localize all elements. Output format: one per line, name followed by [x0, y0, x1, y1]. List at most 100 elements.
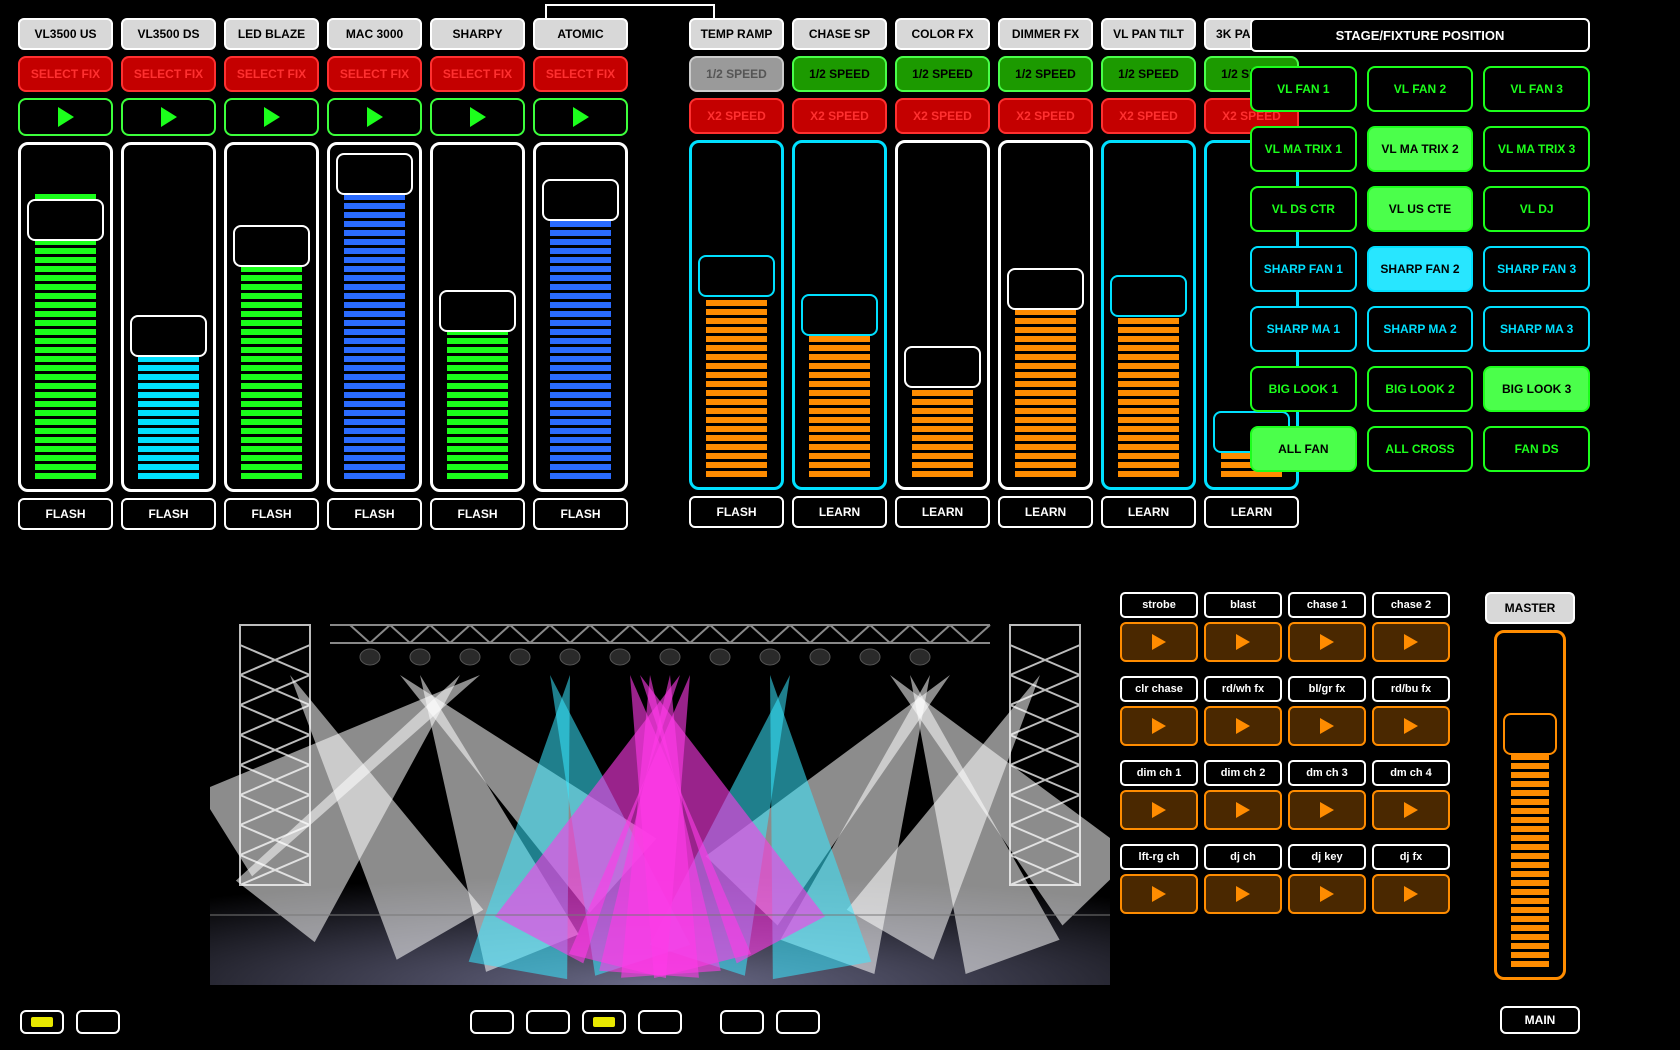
stage-button[interactable]: VL MA TRIX 3: [1483, 126, 1590, 172]
fader[interactable]: [1101, 140, 1196, 490]
flash-button[interactable]: LEARN: [1204, 496, 1299, 528]
cue-label[interactable]: dm ch 4: [1372, 760, 1450, 786]
x2-speed-button[interactable]: X2 SPEED: [895, 98, 990, 134]
strip-label[interactable]: CHASE SP: [792, 18, 887, 50]
stage-button[interactable]: BIG LOOK 1: [1250, 366, 1357, 412]
strip-label[interactable]: DIMMER FX: [998, 18, 1093, 50]
cue-label[interactable]: chase 1: [1288, 592, 1366, 618]
cue-play-button[interactable]: [1204, 874, 1282, 914]
x2-speed-button[interactable]: X2 SPEED: [689, 98, 784, 134]
cue-play-button[interactable]: [1120, 706, 1198, 746]
indicator[interactable]: [720, 1010, 764, 1034]
cue-play-button[interactable]: [1372, 706, 1450, 746]
flash-button[interactable]: FLASH: [18, 498, 113, 530]
cue-label[interactable]: rd/wh fx: [1204, 676, 1282, 702]
indicator[interactable]: [638, 1010, 682, 1034]
fader[interactable]: [689, 140, 784, 490]
strip-label[interactable]: VL3500 US: [18, 18, 113, 50]
main-button[interactable]: MAIN: [1500, 1006, 1580, 1034]
stage-button[interactable]: VL FAN 3: [1483, 66, 1590, 112]
cue-play-button[interactable]: [1120, 790, 1198, 830]
select-fix-button[interactable]: SELECT FIX: [224, 56, 319, 92]
fader[interactable]: [895, 140, 990, 490]
flash-button[interactable]: LEARN: [792, 496, 887, 528]
cue-play-button[interactable]: [1288, 622, 1366, 662]
play-button[interactable]: [430, 98, 525, 136]
indicator[interactable]: [470, 1010, 514, 1034]
cue-play-button[interactable]: [1120, 874, 1198, 914]
fader[interactable]: [121, 142, 216, 492]
fader[interactable]: [430, 142, 525, 492]
select-fix-button[interactable]: SELECT FIX: [430, 56, 525, 92]
half-speed-button[interactable]: 1/2 SPEED: [792, 56, 887, 92]
stage-button[interactable]: FAN DS: [1483, 426, 1590, 472]
half-speed-button[interactable]: 1/2 SPEED: [1101, 56, 1196, 92]
stage-button[interactable]: ALL FAN: [1250, 426, 1357, 472]
cue-label[interactable]: chase 2: [1372, 592, 1450, 618]
play-button[interactable]: [327, 98, 422, 136]
strip-label[interactable]: ATOMIC: [533, 18, 628, 50]
play-button[interactable]: [533, 98, 628, 136]
cue-label[interactable]: rd/bu fx: [1372, 676, 1450, 702]
x2-speed-button[interactable]: X2 SPEED: [1101, 98, 1196, 134]
stage-button[interactable]: SHARP FAN 1: [1250, 246, 1357, 292]
flash-button[interactable]: FLASH: [224, 498, 319, 530]
cue-label[interactable]: dj key: [1288, 844, 1366, 870]
flash-button[interactable]: FLASH: [121, 498, 216, 530]
fader[interactable]: [327, 142, 422, 492]
play-button[interactable]: [224, 98, 319, 136]
stage-button[interactable]: VL DJ: [1483, 186, 1590, 232]
stage-button[interactable]: BIG LOOK 3: [1483, 366, 1590, 412]
cue-label[interactable]: dj fx: [1372, 844, 1450, 870]
cue-label[interactable]: bl/gr fx: [1288, 676, 1366, 702]
stage-button[interactable]: VL FAN 1: [1250, 66, 1357, 112]
cue-label[interactable]: dim ch 2: [1204, 760, 1282, 786]
fader[interactable]: [224, 142, 319, 492]
indicator[interactable]: [76, 1010, 120, 1034]
flash-button[interactable]: FLASH: [533, 498, 628, 530]
flash-button[interactable]: FLASH: [327, 498, 422, 530]
cue-play-button[interactable]: [1120, 622, 1198, 662]
cue-play-button[interactable]: [1204, 790, 1282, 830]
select-fix-button[interactable]: SELECT FIX: [121, 56, 216, 92]
stage-button[interactable]: SHARP FAN 2: [1367, 246, 1474, 292]
select-fix-button[interactable]: SELECT FIX: [533, 56, 628, 92]
half-speed-button[interactable]: 1/2 SPEED: [998, 56, 1093, 92]
strip-label[interactable]: VL3500 DS: [121, 18, 216, 50]
fader[interactable]: [18, 142, 113, 492]
stage-button[interactable]: VL US CTE: [1367, 186, 1474, 232]
indicator[interactable]: [582, 1010, 626, 1034]
strip-label[interactable]: COLOR FX: [895, 18, 990, 50]
x2-speed-button[interactable]: X2 SPEED: [998, 98, 1093, 134]
indicator[interactable]: [776, 1010, 820, 1034]
cue-play-button[interactable]: [1288, 706, 1366, 746]
cue-play-button[interactable]: [1372, 790, 1450, 830]
half-speed-button[interactable]: 1/2 SPEED: [689, 56, 784, 92]
cue-label[interactable]: dm ch 3: [1288, 760, 1366, 786]
cue-label[interactable]: strobe: [1120, 592, 1198, 618]
flash-button[interactable]: LEARN: [1101, 496, 1196, 528]
fader[interactable]: [998, 140, 1093, 490]
cue-play-button[interactable]: [1204, 706, 1282, 746]
stage-button[interactable]: SHARP MA 3: [1483, 306, 1590, 352]
play-button[interactable]: [121, 98, 216, 136]
select-fix-button[interactable]: SELECT FIX: [18, 56, 113, 92]
master-fader[interactable]: [1494, 630, 1566, 980]
cue-play-button[interactable]: [1288, 874, 1366, 914]
fader[interactable]: [792, 140, 887, 490]
stage-button[interactable]: BIG LOOK 2: [1367, 366, 1474, 412]
strip-label[interactable]: SHARPY: [430, 18, 525, 50]
cue-play-button[interactable]: [1204, 622, 1282, 662]
stage-button[interactable]: VL MA TRIX 1: [1250, 126, 1357, 172]
flash-button[interactable]: FLASH: [689, 496, 784, 528]
fader[interactable]: [533, 142, 628, 492]
stage-button[interactable]: SHARP FAN 3: [1483, 246, 1590, 292]
strip-label[interactable]: TEMP RAMP: [689, 18, 784, 50]
cue-play-button[interactable]: [1288, 790, 1366, 830]
stage-button[interactable]: ALL CROSS: [1367, 426, 1474, 472]
strip-label[interactable]: LED BLAZE: [224, 18, 319, 50]
strip-label[interactable]: MAC 3000: [327, 18, 422, 50]
strip-label[interactable]: VL PAN TILT: [1101, 18, 1196, 50]
stage-button[interactable]: VL MA TRIX 2: [1367, 126, 1474, 172]
stage-button[interactable]: SHARP MA 1: [1250, 306, 1357, 352]
